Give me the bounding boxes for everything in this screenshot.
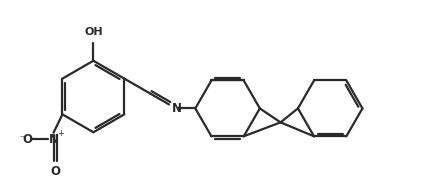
Text: +: +: [57, 129, 64, 138]
Text: O: O: [23, 133, 33, 146]
Text: O: O: [51, 165, 60, 178]
Text: N: N: [49, 133, 58, 146]
Text: ⁻: ⁻: [19, 134, 25, 144]
Text: N: N: [171, 102, 181, 115]
Text: OH: OH: [84, 27, 103, 37]
